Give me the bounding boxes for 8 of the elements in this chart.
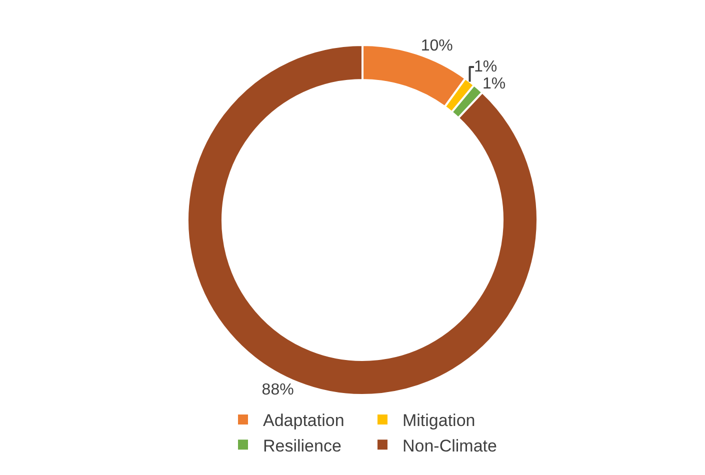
legend-label: Mitigation (402, 411, 476, 430)
data-label: 10% (420, 37, 453, 54)
data-label: 88% (262, 382, 294, 399)
legend-label: Non-Climate (402, 436, 497, 456)
legend-label: Adaptation (263, 411, 344, 430)
data-label: 1% (482, 75, 506, 92)
data-label: 1% (474, 58, 498, 76)
legend-label: Resilience (263, 436, 342, 456)
